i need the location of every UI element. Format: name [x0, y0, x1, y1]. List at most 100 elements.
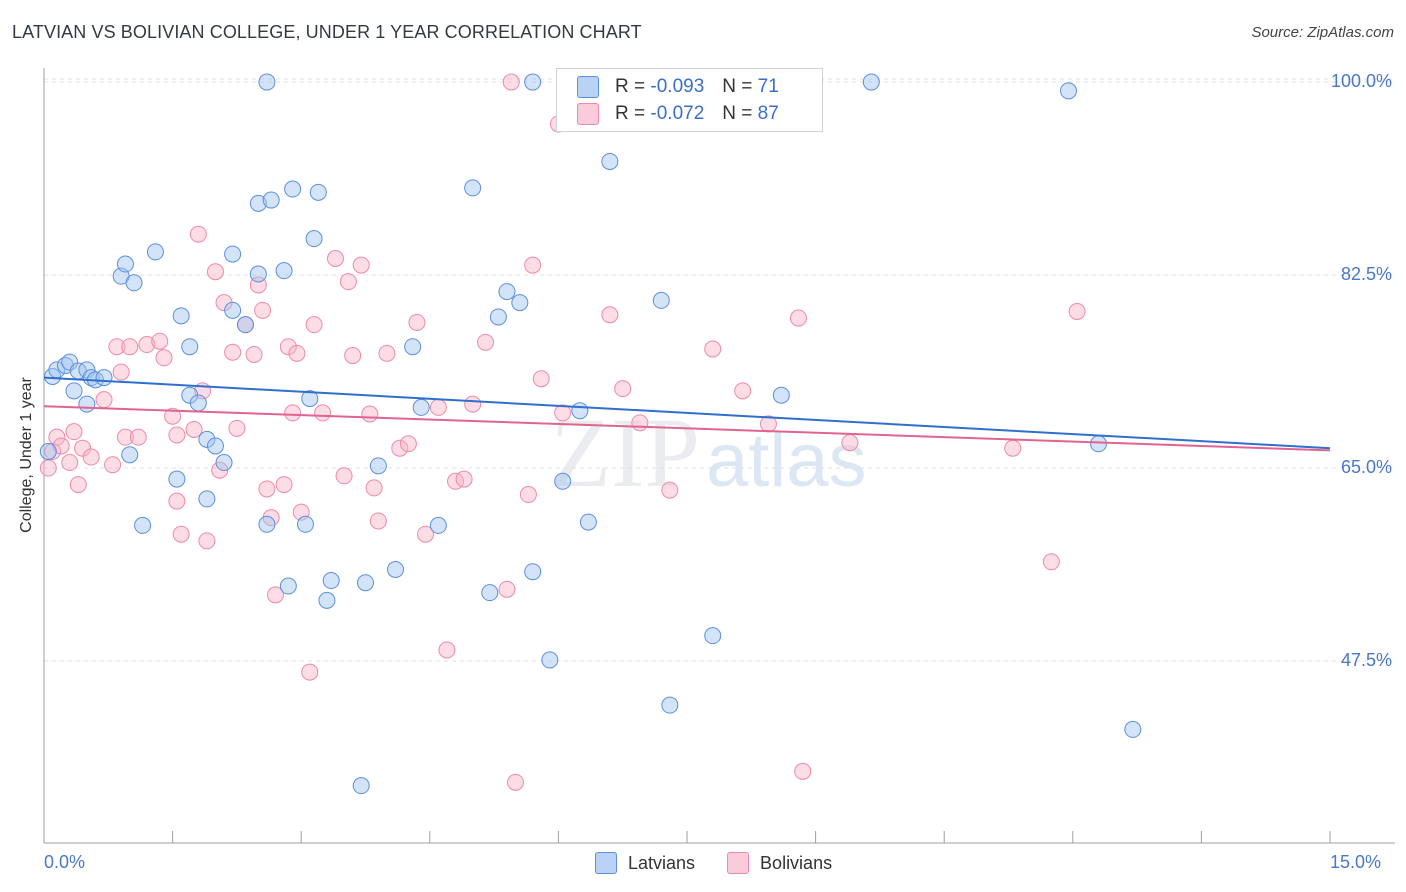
bolivians-trend-line: [43, 405, 1331, 452]
latvians-point-33: [275, 262, 293, 280]
bolivians-point-4: [61, 454, 79, 472]
bolivians-point-52: [369, 512, 387, 530]
series-legend: Latvians Bolivians: [595, 852, 864, 874]
latvians-point-61: [704, 627, 722, 645]
latvians-point-15: [146, 243, 164, 261]
latvians-point-67: [352, 777, 370, 795]
bolivians-point-73: [614, 380, 632, 398]
legend-n-value-bolivians: 87: [757, 103, 779, 124]
latvians-point-41: [322, 572, 340, 590]
latvians-swatch: [577, 76, 599, 98]
bolivians-point-61: [455, 470, 473, 488]
bolivians-point-30: [228, 419, 246, 437]
bolivians-point-11: [108, 338, 126, 356]
latvians-point-46: [412, 398, 430, 416]
bolivians-point-83: [1042, 553, 1060, 571]
bolivians-swatch: [577, 103, 599, 125]
latvians-point-62: [772, 386, 790, 404]
bolivians-point-71: [554, 404, 572, 422]
latvians-point-24: [168, 470, 186, 488]
bolivians-point-59: [438, 641, 456, 659]
bolivians-point-15: [129, 428, 147, 446]
y-tick-label-1: 65.0%: [1340, 457, 1392, 478]
series-legend-bolivians[interactable]: Bolivians: [727, 852, 832, 874]
latvians-point-69: [258, 73, 276, 91]
bolivians-point-54: [391, 439, 409, 457]
bolivians-point-77: [734, 382, 752, 400]
bolivians-point-79: [789, 309, 807, 327]
latvians-point-23: [198, 490, 216, 508]
bolivians-point-67: [519, 486, 537, 504]
bolivians-point-45: [326, 250, 344, 268]
bolivians-point-6: [69, 476, 87, 494]
bolivians-point-3: [52, 437, 70, 455]
bolivians-point-26: [206, 263, 224, 281]
latvians-point-20: [198, 430, 216, 448]
bolivians-point-62: [464, 395, 482, 413]
latvians-point-70: [524, 73, 542, 91]
latvians-point-51: [498, 283, 516, 301]
bolivians-point-12: [112, 363, 130, 381]
bolivians-point-13: [116, 428, 134, 446]
bolivians-point-23: [189, 225, 207, 243]
bolivians-point-37: [266, 586, 284, 604]
latvians-point-14: [125, 274, 143, 292]
bolivians-point-38: [275, 476, 293, 494]
bolivians-point-25: [198, 532, 216, 550]
latvians-point-32: [258, 515, 276, 533]
latvians-point-60: [661, 696, 679, 714]
series-legend-latvians[interactable]: Latvians: [595, 852, 695, 874]
bolivians-point-19: [164, 407, 182, 425]
bolivians-point-86: [288, 344, 306, 362]
latvians-point-55: [554, 472, 572, 490]
latvians-point-11: [39, 443, 57, 460]
latvians-point-16: [172, 307, 190, 325]
bolivians-point-57: [417, 525, 435, 543]
x-tick-label-min: 0.0%: [44, 852, 86, 872]
bolivians-point-72: [601, 306, 619, 324]
bolivians-point-21: [172, 525, 190, 543]
latvians-point-47: [429, 516, 447, 534]
bolivians-point-9: [95, 391, 113, 409]
latvians-point-36: [296, 515, 314, 533]
latvians-point-26: [224, 245, 242, 263]
bolivians-point-64: [498, 580, 516, 598]
legend-n-label-latvians: N =: [722, 76, 753, 97]
latvians-point-50: [489, 308, 507, 326]
bolivians-point-84: [1068, 302, 1086, 320]
bolivians-point-75: [661, 481, 679, 499]
latvians-point-38: [305, 230, 323, 248]
bolivians-point-10: [104, 456, 122, 474]
correlation-legend: R = -0.093 N = 71 R = -0.072 N = 87: [556, 68, 823, 132]
latvians-point-37: [301, 390, 319, 408]
bolivians-point-49: [352, 256, 370, 274]
bolivians-point-14: [121, 338, 139, 356]
latvians-point-64: [1060, 82, 1078, 100]
bolivians-point-22: [185, 420, 203, 438]
latvians-point-65: [1090, 435, 1108, 453]
bolivians-point-34: [254, 301, 272, 319]
latvians-point-66: [1124, 720, 1142, 738]
bolivians-point-50: [361, 405, 379, 423]
bolivians-point-20: [168, 426, 186, 444]
bolivians-point-2: [48, 428, 66, 446]
bolivians-point-65: [502, 73, 520, 91]
latvians-point-45: [404, 338, 422, 356]
latvians-point-40: [318, 591, 336, 609]
bolivians-point-42: [301, 663, 319, 681]
bolivians-point-27: [211, 461, 229, 479]
watermark: ZIPatlas: [550, 395, 867, 510]
x-tick-label-max: 15.0%: [1330, 852, 1382, 872]
bolivians-point-17: [151, 332, 169, 350]
y-tick-label-3: 100.0%: [1330, 71, 1392, 92]
legend-n-value-latvians: 71: [757, 76, 779, 97]
bolivians-point-66: [507, 773, 525, 791]
latvians-point-63: [862, 73, 880, 91]
latvians-point-21: [206, 437, 224, 455]
bolivians-point-55: [399, 435, 417, 453]
latvians-point-48: [464, 179, 482, 197]
bolivians-point-74: [631, 414, 649, 432]
y-tick-label-2: 82.5%: [1340, 264, 1392, 285]
latvians-point-28: [236, 316, 254, 334]
